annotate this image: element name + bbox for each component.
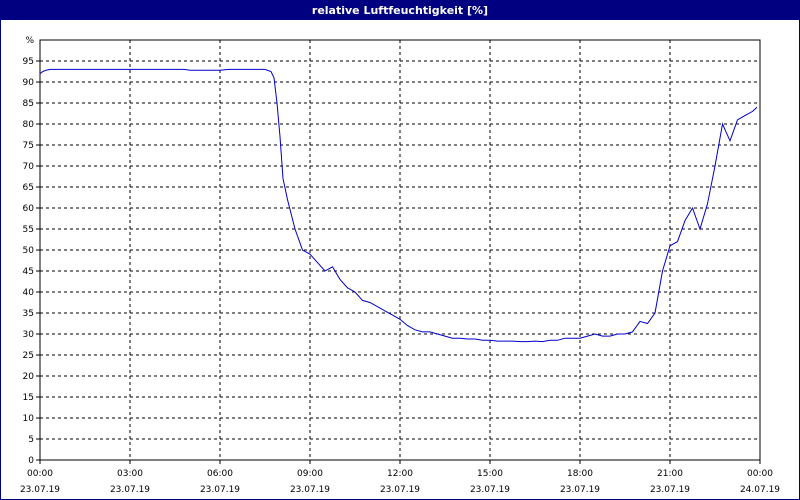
y-tick-label: 50 (23, 246, 35, 256)
y-tick-label: 85 (23, 99, 34, 109)
y-tick-label: 70 (23, 162, 35, 172)
x-tick-date-label: 23.07.19 (200, 485, 240, 495)
x-tick-time-label: 06:00 (207, 469, 233, 479)
x-tick-time-label: 21:00 (657, 469, 683, 479)
x-tick-date-label: 23.07.19 (110, 485, 150, 495)
x-axis: 00:00 23.07.19 03:00 23.07.19 06:00 23.07.19 0… (20, 460, 780, 495)
grid (40, 40, 760, 460)
x-tick-date-label: 23.07.19 (380, 485, 420, 495)
series-line-humidity (39, 68, 758, 343)
y-tick-label: 60 (23, 204, 35, 214)
y-tick-label: 95 (23, 57, 34, 67)
y-axis-label: % (25, 36, 34, 46)
x-tick-date-label: 23.07.19 (560, 485, 600, 495)
y-tick-label: 55 (23, 225, 34, 235)
x-tick-time-label: 18:00 (567, 469, 593, 479)
x-tick-time-label: 15:00 (477, 469, 503, 479)
chart-title: relative Luftfeuchtigkeit [%] (1, 1, 799, 20)
x-tick-date-label: 23.07.19 (20, 485, 60, 495)
x-tick-time-label: 09:00 (297, 469, 323, 479)
y-tick-label: 80 (23, 120, 35, 130)
y-tick-label: 30 (23, 330, 35, 340)
y-axis: 0 5 10 15 20 25 30 35 40 45 50 55 60 65 70 75 80 85 90 95 (23, 57, 40, 466)
y-tick-label: 90 (23, 78, 35, 88)
x-tick-time-label: 00:00 (747, 469, 773, 479)
x-tick-time-label: 12:00 (387, 469, 413, 479)
x-tick-date-label: 23.07.19 (650, 485, 690, 495)
x-tick-time-label: 03:00 (117, 469, 143, 479)
y-tick-label: 15 (23, 393, 34, 403)
x-tick-date-label: 23.07.19 (290, 485, 330, 495)
y-tick-label: 75 (23, 141, 34, 151)
y-tick-label: 5 (28, 435, 34, 445)
x-tick-date-label: 24.07.19 (740, 485, 780, 495)
y-tick-label: 40 (23, 288, 35, 298)
y-tick-label: 10 (23, 414, 35, 424)
x-tick-date-label: 23.07.19 (470, 485, 510, 495)
y-tick-label: 65 (23, 183, 34, 193)
y-tick-label: 25 (23, 351, 34, 361)
y-tick-label: 0 (28, 456, 34, 466)
x-tick-time-label: 00:00 (27, 469, 53, 479)
y-tick-label: 20 (23, 372, 35, 382)
y-tick-label: 45 (23, 267, 34, 277)
y-tick-label: 35 (23, 309, 34, 319)
